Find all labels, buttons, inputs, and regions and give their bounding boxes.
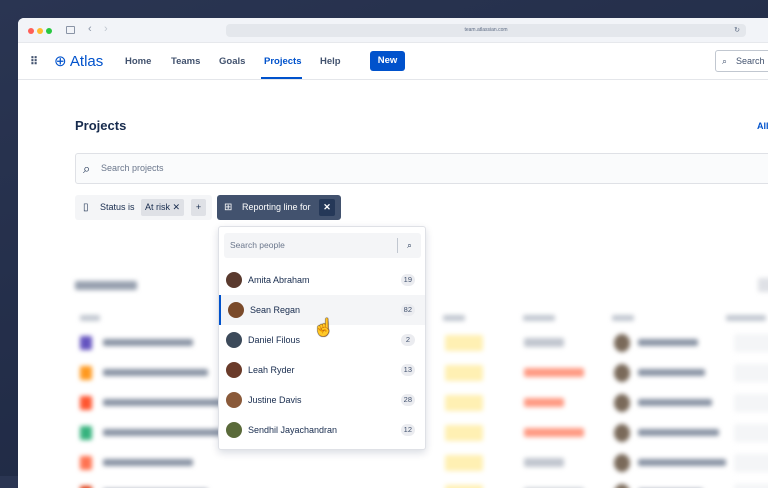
remove-reporting-filter-button[interactable]: ✕ (319, 199, 335, 216)
minimize-window-button[interactable] (37, 28, 43, 34)
nav-teams[interactable]: Teams (171, 56, 201, 67)
add-status-button[interactable]: + (191, 199, 206, 216)
project-count-badge: 19 (400, 274, 415, 286)
person-option[interactable]: Daniel Filous 2 (219, 325, 425, 355)
back-icon[interactable]: ‹ (88, 23, 92, 35)
hand-cursor-icon: ☝ (313, 318, 335, 337)
person-option[interactable]: Amita Abraham 19 (219, 265, 425, 295)
project-count-badge: 2 (401, 334, 415, 346)
reload-icon[interactable]: ↻ (734, 27, 740, 34)
avatar (226, 362, 242, 378)
reporting-filter-label: Reporting line for (242, 202, 311, 212)
top-nav: ⠿ ⊕ Atlas Home Teams Goals Projects Help… (18, 43, 768, 80)
maximize-window-button[interactable] (46, 28, 52, 34)
forward-icon[interactable]: › (104, 23, 108, 35)
global-search-input[interactable]: ⌕ Search (715, 50, 768, 72)
person-option[interactable]: Sendhil Jayachandran 12 (219, 415, 425, 445)
address-bar[interactable]: team.atlassian.com ↻ (226, 24, 746, 37)
url-text: team.atlassian.com (464, 27, 508, 33)
search-icon: ⌕ (722, 56, 728, 66)
person-name: Sendhil Jayachandran (248, 425, 338, 435)
avatar (226, 272, 242, 288)
project-count-badge: 13 (400, 364, 415, 376)
people-dropdown: Search people ⌕ Amita Abraham 19 Sean Regan… (218, 226, 426, 450)
nav-home[interactable]: Home (125, 56, 152, 67)
atlas-logo[interactable]: ⊕ Atlas (54, 53, 104, 70)
app-switcher-icon[interactable]: ⠿ (30, 56, 39, 68)
avatar (228, 302, 244, 318)
status-value-chip[interactable]: At risk ✕ (141, 199, 185, 216)
project-count-badge: 82 (400, 304, 415, 316)
person-option[interactable]: Leah Ryder 13 (219, 355, 425, 385)
project-count-badge: 28 (400, 394, 415, 406)
status-icon: ▯ (83, 202, 89, 213)
search-icon: ⌕ (83, 161, 91, 176)
reporting-line-filter-chip[interactable]: ⊞ Reporting line for ✕ (217, 195, 341, 220)
status-filter-chip[interactable]: ▯ Status is At risk ✕ + (75, 195, 212, 220)
person-name: Sean Regan (250, 305, 301, 315)
projects-table-blurred: (function(){var c=['#6554c0','#ff991f','… (18, 248, 768, 488)
person-name: Amita Abraham (248, 275, 310, 285)
active-tab-indicator (261, 77, 302, 79)
project-search-input[interactable]: ⌕ Search projects (75, 153, 768, 184)
person-name: Daniel Filous (248, 335, 301, 345)
new-button[interactable]: New (370, 51, 405, 71)
avatar (226, 332, 242, 348)
nav-help[interactable]: Help (320, 56, 341, 67)
status-filter-label: Status is (100, 202, 135, 212)
avatar (226, 422, 242, 438)
close-window-button[interactable] (28, 28, 34, 34)
all-link[interactable]: All (757, 121, 768, 131)
people-search-input[interactable]: Search people ⌕ (224, 233, 421, 258)
project-count-badge: 12 (400, 424, 415, 436)
person-option[interactable]: Sean Regan 82 (219, 295, 425, 325)
remove-status-icon[interactable]: ✕ (172, 202, 181, 212)
browser-window: ‹ › team.atlassian.com ↻ ⠿ ⊕ Atlas Home T… (18, 18, 768, 488)
nav-goals[interactable]: Goals (219, 56, 246, 67)
person-name: Leah Ryder (248, 365, 295, 375)
sidebar-toggle-icon[interactable] (66, 26, 75, 34)
person-name: Justine Davis (248, 395, 302, 405)
avatar (226, 392, 242, 408)
browser-titlebar: ‹ › team.atlassian.com ↻ (18, 18, 768, 43)
person-option[interactable]: Justine Davis 28 (219, 385, 425, 415)
page-title: Projects (75, 118, 127, 133)
nav-projects[interactable]: Projects (264, 56, 302, 67)
search-icon[interactable]: ⌕ (397, 238, 421, 253)
hierarchy-icon: ⊞ (224, 202, 233, 213)
